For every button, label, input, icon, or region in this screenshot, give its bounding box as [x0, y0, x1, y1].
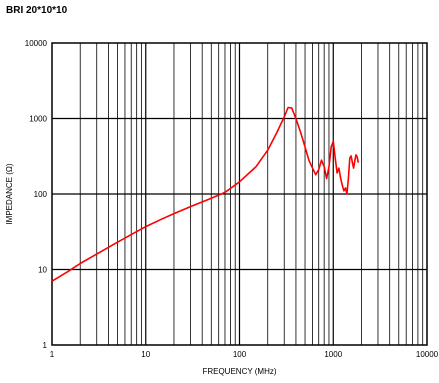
- x-tick-label: 1000: [324, 350, 342, 359]
- x-tick-label: 10: [141, 350, 150, 359]
- tick-labels: 1 10 100 1000 10000 1 10 100 1000 10000: [25, 39, 439, 359]
- impedance-curve: [51, 106, 360, 282]
- chart-title: BRI 20*10*10: [6, 5, 68, 16]
- x-axis-label: FREQUENCY (MHz): [202, 367, 276, 376]
- y-tick-label: 10: [38, 266, 47, 275]
- y-tick-label: 1000: [29, 115, 47, 124]
- plot-frame: [51, 42, 428, 346]
- y-tick-label: 10000: [25, 39, 48, 48]
- y-tick-label: 1: [43, 341, 48, 350]
- y-tick-label: 100: [34, 190, 48, 199]
- x-tick-label: 100: [233, 350, 247, 359]
- x-tick-label: 1: [50, 350, 55, 359]
- x-tick-label: 10000: [416, 350, 439, 359]
- grid: [52, 43, 427, 345]
- y-axis-label: IMPEDANCE (Ω): [5, 163, 14, 224]
